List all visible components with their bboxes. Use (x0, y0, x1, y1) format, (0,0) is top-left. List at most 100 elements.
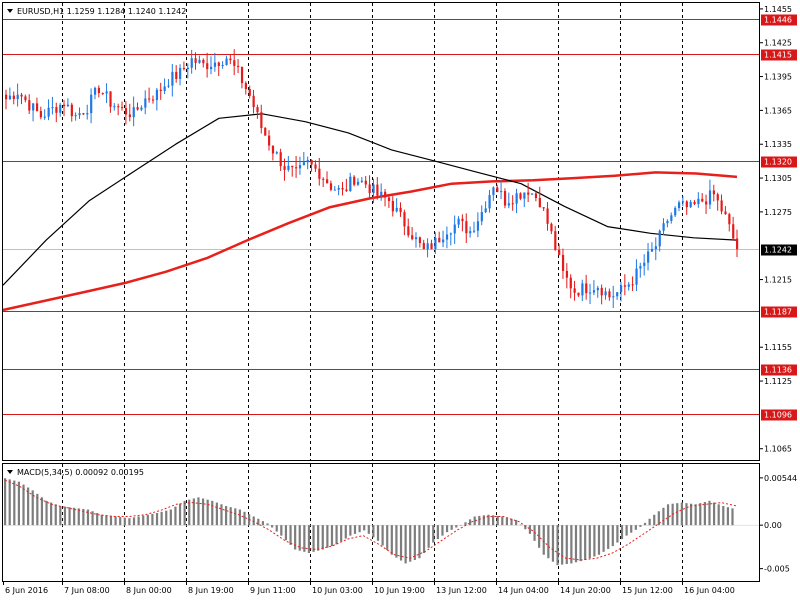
macd-bar (666, 504, 670, 526)
macd-bar (390, 525, 393, 555)
level-price-tag: 1.1415 (761, 49, 797, 61)
candlestick (329, 180, 333, 192)
candlestick (577, 292, 580, 297)
macd-bar (607, 525, 610, 549)
macd-bar (312, 525, 315, 552)
candlestick (74, 112, 77, 121)
macd-bar (358, 525, 361, 533)
candlestick (538, 186, 541, 208)
candlestick (623, 274, 627, 296)
candlestick (121, 101, 124, 111)
candlestick (213, 52, 217, 72)
y-tick-label: 1.1155 (764, 343, 792, 352)
macd-bar (409, 525, 412, 562)
macd-bar (215, 502, 218, 526)
candlestick (558, 244, 561, 256)
macd-bar (533, 525, 536, 541)
candlestick (113, 103, 116, 111)
candlestick (16, 83, 19, 107)
macd-bar (662, 507, 665, 526)
candlestick (480, 205, 483, 226)
candlestick (279, 148, 282, 172)
y-tick-label: 1.1305 (764, 174, 792, 183)
macd-bar (455, 525, 458, 528)
macd-indicator: 0.00544 0.00 -0.005 (3, 474, 797, 574)
candlestick (194, 52, 197, 70)
macd-bar (211, 500, 214, 526)
candlestick (136, 102, 139, 111)
candlestick (252, 89, 255, 114)
macd-bar (450, 525, 453, 530)
macd-bar (703, 501, 706, 526)
ma-fast-line (2, 113, 738, 286)
candlestick (5, 89, 8, 110)
macd-bar (303, 525, 306, 552)
candlestick (93, 86, 97, 100)
macd-bar (584, 525, 587, 560)
macd-bar (639, 525, 642, 527)
macd-bar (234, 508, 237, 526)
candlestick (167, 79, 170, 88)
candlestick (97, 85, 101, 98)
symbol-header: EURUSD,H1 1.1259 1.1284 1.1240 1.1242 (17, 7, 186, 16)
macd-bar (524, 525, 527, 530)
candlestick (32, 103, 35, 122)
candlestick (298, 156, 302, 175)
macd-bar (602, 525, 605, 552)
level-label: 1.1096 (764, 411, 792, 420)
candlestick (391, 196, 394, 217)
current-price-label: 1.1242 (764, 246, 792, 255)
candlestick (705, 194, 708, 214)
macd-bar (146, 514, 149, 526)
macd-bar (579, 525, 582, 562)
candlestick (677, 200, 681, 212)
candlestick (306, 156, 309, 170)
macd-bar (689, 503, 693, 526)
macd-bar (694, 504, 697, 526)
macd-dropdown-triangle-icon[interactable] (7, 470, 13, 474)
macd-bar (252, 516, 255, 526)
macd-bar (284, 525, 288, 541)
candlestick (310, 159, 313, 172)
macd-bar (22, 484, 25, 526)
macd-bar (63, 506, 67, 526)
candlestick (368, 175, 371, 199)
dropdown-triangle-icon[interactable] (7, 9, 13, 13)
macd-bar (201, 498, 205, 526)
macd-bar (528, 525, 532, 534)
candlestick (206, 52, 209, 78)
candlestick (376, 176, 379, 200)
candlestick (492, 186, 495, 201)
candlestick (612, 285, 615, 309)
candlestick (198, 55, 201, 64)
x-tick-label: 10 Jun 03:00 (312, 586, 363, 595)
macd-bar (427, 525, 430, 548)
candlestick (608, 288, 611, 301)
macd-bar (289, 525, 292, 545)
macd-bar (482, 515, 485, 526)
x-tick-label: 8 Jun 00:00 (126, 586, 172, 595)
macd-bar (128, 518, 131, 526)
candlestick (8, 87, 12, 100)
macd-bar (634, 525, 637, 530)
macd-bar (501, 516, 504, 526)
candlestick (531, 193, 534, 195)
macd-bar (538, 525, 541, 548)
macd-bar (155, 513, 159, 526)
candlestick (291, 165, 294, 177)
macd-bar (399, 525, 403, 561)
macd-bar (335, 525, 338, 545)
candlestick (248, 85, 251, 99)
macd-bar (404, 525, 407, 564)
macd-bar (381, 525, 384, 546)
macd-bar (643, 522, 647, 526)
macd-bar (349, 525, 352, 536)
macd-bar (574, 525, 578, 563)
candlestick (128, 103, 131, 122)
macd-bar (372, 525, 375, 538)
macd-bar (36, 493, 39, 526)
macd-bar (616, 525, 619, 543)
y-tick-label: 1.1215 (764, 276, 792, 285)
macd-y-tick-label: -0.005 (764, 565, 790, 574)
